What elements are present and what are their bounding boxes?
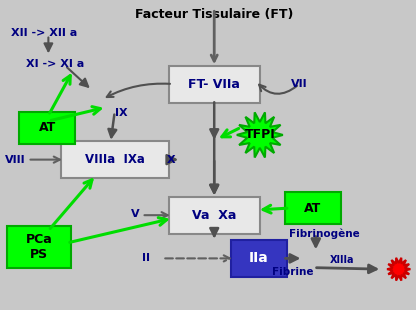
FancyBboxPatch shape [168,197,260,234]
Text: XII -> XII a: XII -> XII a [11,28,77,38]
Text: TFPI: TFPI [245,128,275,141]
FancyBboxPatch shape [231,240,287,277]
Text: XIIIa: XIIIa [330,255,355,265]
Text: AT: AT [39,122,56,135]
Text: IX: IX [115,108,127,118]
Text: AT: AT [304,202,321,215]
Text: VII: VII [291,79,307,89]
FancyBboxPatch shape [7,226,71,268]
FancyBboxPatch shape [285,192,341,224]
Text: II: II [142,253,150,264]
Text: X: X [166,155,175,165]
Text: Va  Xa: Va Xa [192,209,236,222]
Text: Fibrinogène: Fibrinogène [289,228,359,239]
Text: V: V [131,209,140,219]
Text: IIa: IIa [249,251,269,265]
Text: VIII: VIII [5,155,25,165]
Text: VIIIa  IXa: VIIIa IXa [85,153,145,166]
Text: XI -> XI a: XI -> XI a [25,59,84,69]
FancyBboxPatch shape [168,65,260,103]
Text: Facteur Tissulaire (FT): Facteur Tissulaire (FT) [135,8,293,21]
FancyBboxPatch shape [20,112,75,144]
FancyBboxPatch shape [61,141,168,178]
Text: FT- VIIa: FT- VIIa [188,78,240,91]
Text: Fibrine: Fibrine [272,267,314,277]
Polygon shape [237,112,283,157]
Polygon shape [387,258,411,281]
Text: PCa
PS: PCa PS [26,233,52,261]
